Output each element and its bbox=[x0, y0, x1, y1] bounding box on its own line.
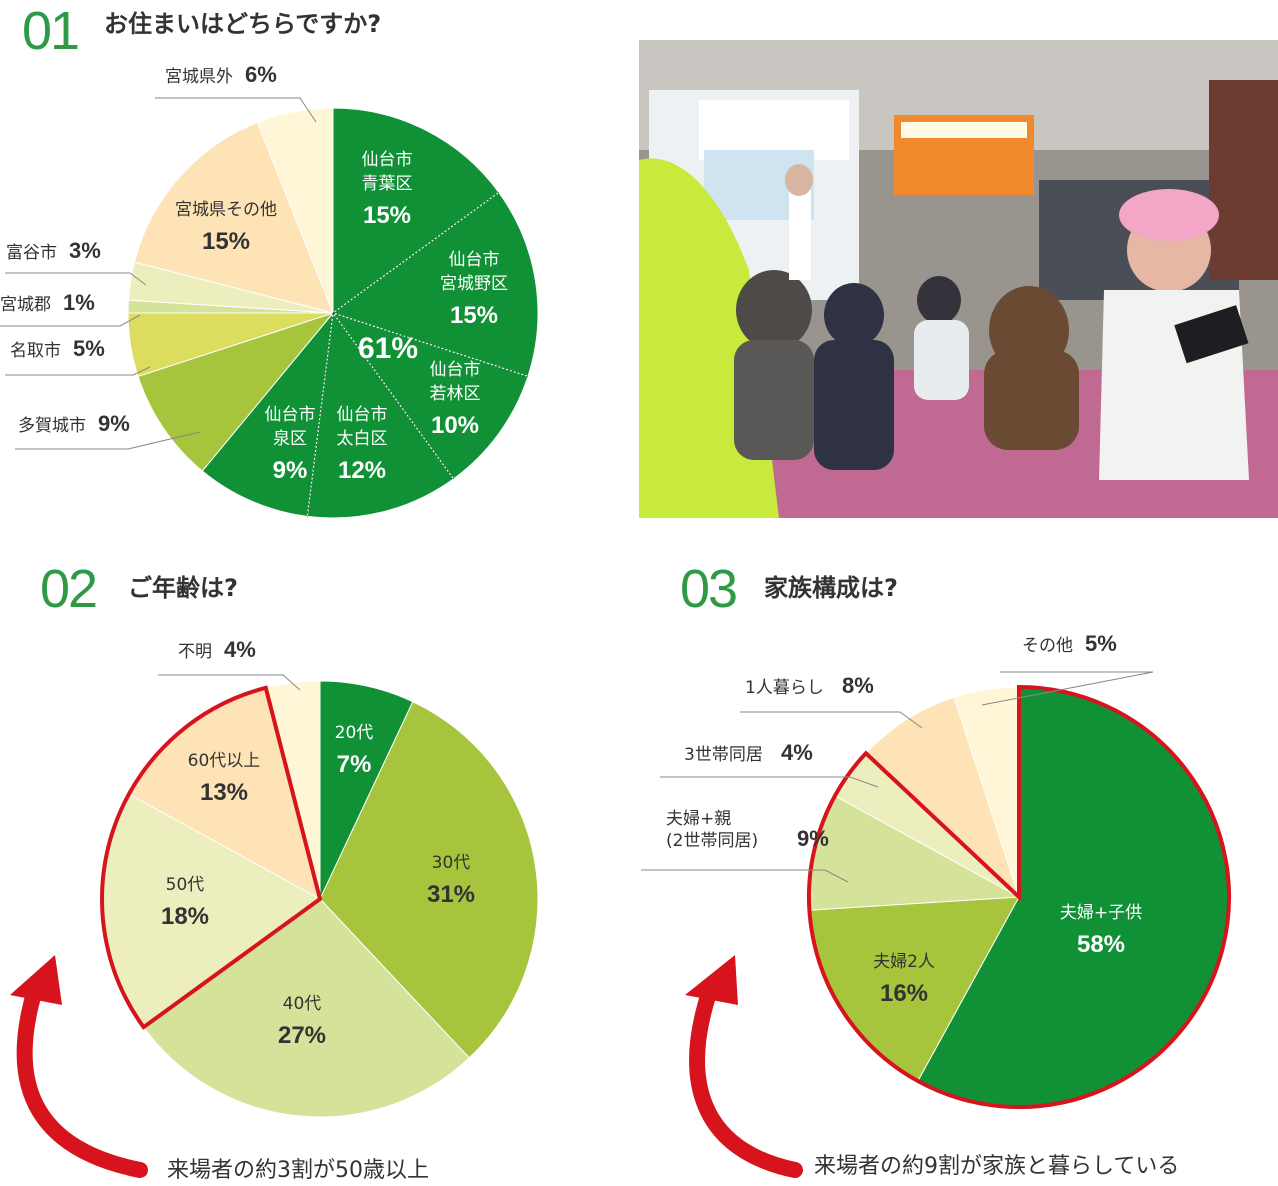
q2-title: ご年齢は? bbox=[128, 574, 238, 602]
pie-slice-1-9 bbox=[133, 121, 334, 314]
highlight-outline bbox=[807, 684, 1231, 1109]
slice-percent: 1% bbox=[63, 290, 95, 315]
leader-line bbox=[5, 366, 151, 376]
slice-label: 若林区 bbox=[430, 384, 481, 404]
age-arrow-icon bbox=[10, 955, 148, 1178]
slice-percent: 4% bbox=[224, 637, 256, 662]
slice-label: 仙台市 bbox=[430, 360, 481, 380]
slice-label: 名取市 bbox=[10, 341, 61, 361]
slice-percent: 15% bbox=[202, 228, 250, 255]
booth-photo bbox=[639, 40, 1278, 518]
leader-line bbox=[155, 97, 317, 123]
q3-title: 家族構成は? bbox=[764, 574, 898, 602]
slice-label: 20代 bbox=[335, 723, 374, 743]
age-pie-chart: 20代 7% 30代 31% 40代 27% 50代 18% 60代以上 13% 不明 4% bbox=[100, 637, 539, 1118]
slice-label: 泉区 bbox=[273, 429, 307, 449]
q2-number: 02 bbox=[40, 559, 98, 619]
slice-label: 3世帯同居 bbox=[684, 745, 763, 765]
slice-label: 宮城県外 bbox=[165, 67, 233, 87]
leader-line bbox=[0, 314, 141, 327]
slice-label: 40代 bbox=[283, 994, 322, 1014]
slice-percent: 13% bbox=[200, 779, 248, 806]
slice-percent: 5% bbox=[73, 336, 105, 361]
slice-percent: 3% bbox=[69, 238, 101, 263]
slice-label: 青葉区 bbox=[362, 174, 413, 194]
pie-slice-1-1 bbox=[331, 191, 539, 377]
slice-label: 宮城郡 bbox=[0, 295, 51, 315]
slice-label: 仙台市 bbox=[449, 250, 500, 270]
slice-label: 太白区 bbox=[337, 429, 388, 449]
slice-label: 60代以上 bbox=[188, 751, 261, 771]
highlight-outline bbox=[100, 685, 323, 1030]
slice-percent: 4% bbox=[781, 740, 813, 765]
slice-label: 富谷市 bbox=[6, 243, 57, 263]
slice-percent: 5% bbox=[1085, 631, 1117, 656]
slice-label: 夫婦+親 bbox=[666, 809, 731, 829]
slice-label: 50代 bbox=[166, 875, 205, 895]
leader-line bbox=[641, 869, 849, 883]
slice-label: 宮城県その他 bbox=[175, 200, 277, 220]
q1-number: 01 bbox=[22, 1, 80, 61]
slice-percent: 8% bbox=[842, 673, 874, 698]
slice-label: 宮城野区 bbox=[440, 274, 508, 294]
slice-percent: 58% bbox=[1077, 931, 1125, 958]
pie-slice-2-1 bbox=[319, 701, 539, 1059]
slice-label: 仙台市 bbox=[265, 405, 316, 425]
pie-slice-1-0 bbox=[332, 107, 500, 314]
slice-percent: 9% bbox=[797, 826, 829, 851]
residence-pie-chart: 61%仙台市青葉区15%仙台市宮城野区15%仙台市若林区10%仙台市太白区12%… bbox=[0, 62, 539, 519]
pie-slice-1-4 bbox=[201, 311, 334, 517]
slice-percent: 31% bbox=[427, 881, 475, 908]
slice-label: (2世帯同居) bbox=[666, 831, 758, 851]
slice-percent: 15% bbox=[450, 302, 498, 329]
q3-number: 03 bbox=[680, 559, 738, 619]
pie-slice-1-3 bbox=[306, 311, 455, 519]
leader-line bbox=[660, 776, 879, 788]
family-pie-chart: 夫婦+子供 58% 夫婦2人 16% 夫婦+親(2世帯同居) 9% 3世帯同居 4% 1人暮らし… bbox=[641, 631, 1231, 1109]
slice-label: 仙台市 bbox=[337, 405, 388, 425]
slice-percent: 9% bbox=[273, 457, 308, 484]
pie-slice-2-2 bbox=[142, 898, 470, 1118]
pie-slice-3-4 bbox=[865, 696, 1020, 898]
leader-line bbox=[158, 674, 301, 691]
slice-percent: 15% bbox=[363, 202, 411, 229]
slice-percent: 7% bbox=[337, 751, 372, 778]
slice-percent: 6% bbox=[245, 62, 277, 87]
slice-percent: 18% bbox=[161, 903, 209, 930]
slice-label: 多賀城市 bbox=[18, 416, 86, 436]
slice-label: 仙台市 bbox=[362, 150, 413, 170]
slice-label: 不明 bbox=[178, 642, 212, 662]
slice-percent: 9% bbox=[98, 411, 130, 436]
pie-slice-1-2 bbox=[331, 312, 529, 480]
slice-label: 30代 bbox=[432, 853, 471, 873]
leader-line bbox=[15, 431, 201, 450]
slice-percent: 10% bbox=[431, 412, 479, 439]
booth-photo-illustration bbox=[639, 40, 1278, 518]
pie-slice-1-5 bbox=[137, 311, 335, 472]
leader-line bbox=[5, 272, 147, 286]
slice-percent: 12% bbox=[338, 457, 386, 484]
sendai-total-label: 61% bbox=[358, 332, 418, 365]
slice-label: 夫婦+子供 bbox=[1060, 903, 1142, 923]
q1-title: お住まいはどちらですか? bbox=[104, 10, 382, 38]
slice-percent: 16% bbox=[880, 980, 928, 1007]
family-chart-caption: 来場者の約9割が家族と暮らしている bbox=[814, 1154, 1180, 1179]
leader-line bbox=[740, 711, 923, 729]
slice-label: その他 bbox=[1022, 636, 1073, 656]
family-arrow-icon bbox=[685, 955, 803, 1178]
slice-percent: 27% bbox=[278, 1022, 326, 1049]
slice-label: 1人暮らし bbox=[745, 678, 824, 698]
leader-line bbox=[981, 671, 1154, 706]
pie-slice-1-10 bbox=[256, 107, 334, 314]
slice-label: 夫婦2人 bbox=[873, 952, 935, 972]
age-chart-caption: 来場者の約3割が50歳以上 bbox=[167, 1158, 429, 1183]
